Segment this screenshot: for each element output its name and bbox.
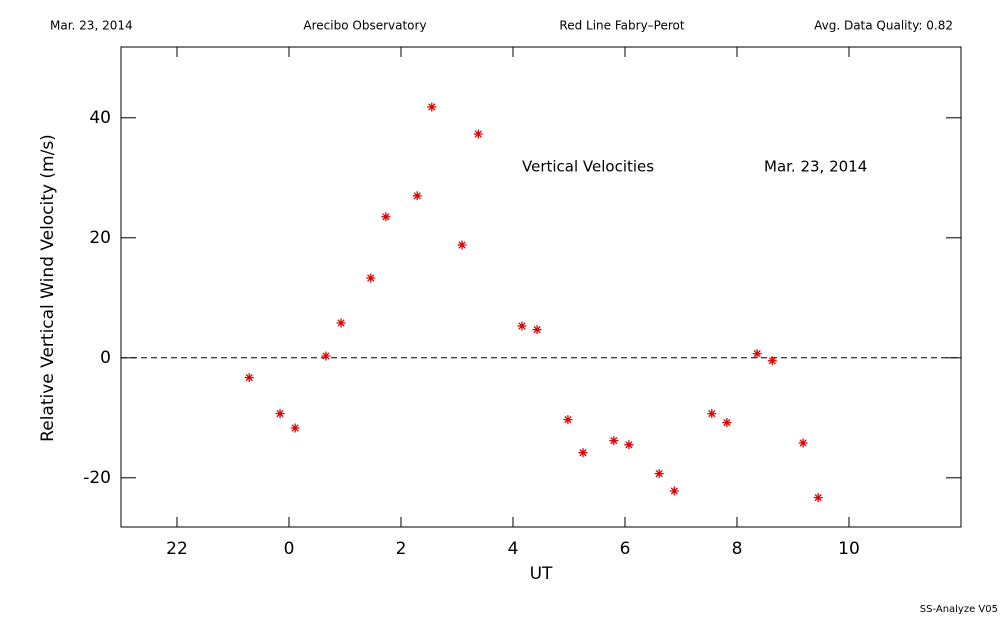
footer: SS-Analyze V05 bbox=[920, 604, 998, 615]
data-point bbox=[609, 436, 619, 446]
x-tick-label: 22 bbox=[166, 539, 188, 559]
x-tick-label: 4 bbox=[508, 539, 519, 559]
header-site: Arecibo Observatory bbox=[303, 19, 426, 33]
header-quality: Avg. Data Quality: 0.82 bbox=[814, 19, 953, 33]
y-tick-label: 40 bbox=[89, 108, 111, 128]
x-axis-label: UT bbox=[530, 564, 553, 584]
x-tick-label: 10 bbox=[838, 539, 860, 559]
data-point bbox=[275, 409, 285, 419]
data-point bbox=[563, 415, 573, 425]
plot-frame bbox=[120, 46, 962, 528]
data-point bbox=[578, 448, 588, 458]
data-point bbox=[366, 273, 376, 283]
data-point bbox=[290, 423, 300, 433]
data-point bbox=[767, 356, 777, 366]
data-point bbox=[244, 373, 254, 383]
data-point bbox=[532, 325, 542, 335]
header-instrument: Red Line Fabry–Perot bbox=[559, 19, 684, 33]
data-point bbox=[381, 212, 391, 222]
y-tick-label: 0 bbox=[100, 348, 111, 368]
x-tick-label: 2 bbox=[396, 539, 407, 559]
data-point bbox=[457, 240, 467, 250]
x-tick-label: 6 bbox=[620, 539, 631, 559]
annotation: Mar. 23, 2014 bbox=[764, 158, 867, 176]
x-tick-label: 0 bbox=[284, 539, 295, 559]
y-tick-label: 20 bbox=[89, 228, 111, 248]
data-point bbox=[427, 102, 437, 112]
header-date: Mar. 23, 2014 bbox=[50, 19, 133, 33]
y-tick-label: -20 bbox=[83, 468, 111, 488]
data-point bbox=[813, 493, 823, 503]
data-point bbox=[798, 438, 808, 448]
data-point bbox=[654, 469, 664, 479]
data-point bbox=[473, 129, 483, 139]
data-point bbox=[517, 321, 527, 331]
annotation: Vertical Velocities bbox=[522, 158, 654, 176]
data-point bbox=[752, 349, 762, 359]
data-point bbox=[321, 351, 331, 361]
x-tick-label: 8 bbox=[732, 539, 743, 559]
data-point bbox=[669, 486, 679, 496]
data-point bbox=[707, 409, 717, 419]
data-point bbox=[722, 418, 732, 428]
y-axis-label: Relative Vertical Wind Velocity (m/s) bbox=[38, 134, 58, 442]
data-point bbox=[336, 318, 346, 328]
data-point bbox=[624, 440, 634, 450]
data-point bbox=[412, 191, 422, 201]
